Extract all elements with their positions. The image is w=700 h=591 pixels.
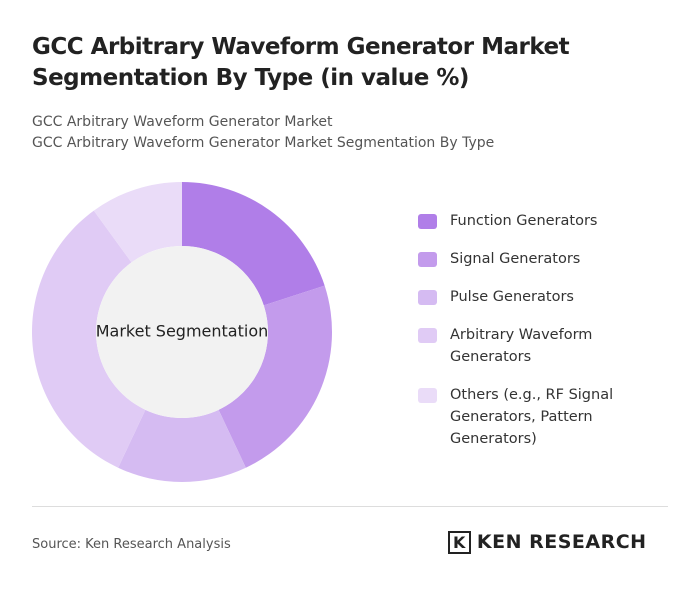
legend-label: Function Generators (450, 213, 598, 229)
source: Source: Ken Research Analysis (32, 537, 231, 552)
legend-item: Arbitrary Waveform Generators (418, 324, 658, 368)
legend-swatch (418, 290, 437, 305)
legend-label: Others (e.g., RF Signal Generators, Patt… (450, 387, 614, 447)
legend-swatch (418, 328, 437, 343)
legend-item: Function Generators (418, 210, 658, 232)
donut-slice (93, 182, 182, 263)
divider (32, 506, 668, 507)
subtitle: GCC Arbitrary Waveform Generator Market … (32, 135, 495, 151)
donut-slice (118, 409, 246, 482)
legend-label: Arbitrary Waveform Generators (450, 327, 593, 365)
legend-item: Signal Generators (418, 248, 658, 270)
donut-slice (182, 182, 325, 306)
title: GCC Arbitrary Waveform Generator Market … (32, 34, 570, 91)
donut-slice (31, 210, 146, 468)
donut-hole (96, 246, 268, 418)
legend-label: Pulse Generators (450, 289, 574, 305)
logo: K KEN RESEARCH (448, 531, 647, 554)
donut-slice (218, 285, 333, 468)
center-label: Market Segmentation (96, 322, 269, 341)
logo-text: KEN RESEARCH (476, 531, 647, 553)
legend-item: Others (e.g., RF Signal Generators, Patt… (418, 384, 658, 450)
subtitle: GCC Arbitrary Waveform Generator Market (32, 114, 333, 130)
legend-label: Signal Generators (450, 251, 581, 267)
legend: Function Generators Signal Generators Puls… (418, 210, 658, 466)
chart: Market Segmentation (31, 182, 333, 482)
legend-swatch (418, 252, 437, 267)
legend-swatch (418, 388, 437, 403)
legend-item: Pulse Generators (418, 286, 658, 308)
legend-swatch (418, 214, 437, 229)
